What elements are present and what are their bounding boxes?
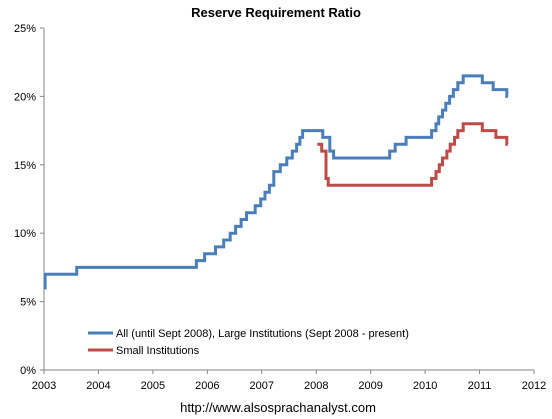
y-tick-label: 10% (14, 228, 36, 240)
series-line-all (43, 74, 509, 290)
y-tick-label: 5% (20, 297, 36, 309)
y-tick-label: 0% (20, 365, 36, 377)
x-tick-label: 2009 (358, 380, 382, 392)
legend: All (until Sept 2008), Large Institution… (88, 328, 409, 357)
footer-url: http://www.alsosprachanalyst.com (180, 400, 376, 415)
x-tick-label: 2012 (522, 380, 546, 392)
x-tick-label: 2003 (32, 380, 56, 392)
chart-title: Reserve Requirement Ratio (191, 5, 361, 20)
y-tick-label: 25% (14, 23, 36, 35)
y-ticks: 0% 5% 10% 15% 20% 25% (14, 23, 44, 377)
x-tick-label: 2008 (304, 380, 328, 392)
x-ticks: 2003 2004 2005 2006 2007 2008 2009 2010 2011 2012 (32, 370, 546, 392)
x-tick-label: 2005 (141, 380, 165, 392)
x-tick-label: 2006 (195, 380, 219, 392)
series-line-small (317, 122, 509, 187)
x-tick-label: 2007 (250, 380, 274, 392)
legend-label-all: All (until Sept 2008), Large Institution… (116, 328, 409, 340)
x-tick-label: 2011 (468, 380, 492, 392)
y-tick-label: 15% (14, 160, 36, 172)
series-lines (43, 74, 509, 290)
x-tick-label: 2010 (413, 380, 437, 392)
y-tick-label: 20% (14, 91, 36, 103)
x-tick-label: 2004 (86, 380, 110, 392)
legend-label-small: Small Institutions (116, 345, 200, 357)
